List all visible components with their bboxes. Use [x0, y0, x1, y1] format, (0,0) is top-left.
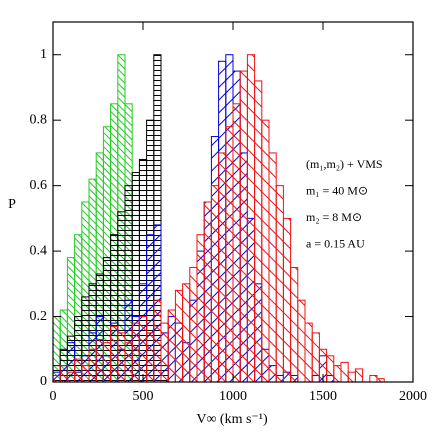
y-tick-label: 0.8	[30, 112, 48, 127]
histogram-bar	[275, 185, 284, 383]
histogram-bar	[81, 365, 90, 383]
y-tick-label: 0.4	[30, 243, 48, 258]
histogram-bar	[182, 283, 191, 383]
histogram-bar	[189, 266, 198, 383]
histogram-bar	[210, 185, 220, 383]
histogram-bar	[347, 371, 356, 383]
histogram-bar	[52, 374, 61, 383]
annotation: (m₁,m₂) + VMS	[306, 157, 383, 171]
histogram-bar	[117, 332, 126, 383]
x-axis-label: V∞ (km s⁻¹)	[196, 412, 268, 427]
histogram-bar	[333, 365, 342, 383]
histogram-bar	[326, 355, 335, 383]
histogram-bar	[138, 316, 148, 383]
histogram-bar	[153, 299, 162, 383]
histogram-bar	[354, 368, 364, 383]
histogram-bar	[297, 299, 306, 383]
histogram-bar	[232, 103, 241, 383]
histogram-bar	[110, 325, 119, 383]
histogram-bar	[268, 152, 277, 383]
histogram-bar	[290, 266, 299, 383]
histogram-bar	[282, 217, 292, 383]
annotation: m₁ = 40 M⊙	[306, 183, 368, 197]
histogram-bar	[95, 338, 104, 383]
y-tick-label: 1	[40, 47, 47, 62]
histogram-bar	[88, 348, 97, 383]
histogram-bar	[160, 322, 169, 383]
histogram-bar	[225, 126, 234, 383]
histogram-bar	[218, 152, 227, 383]
histogram-bar	[304, 322, 313, 383]
histogram-bar	[340, 361, 349, 383]
histogram-bar	[167, 309, 176, 383]
y-tick-label: 0.6	[30, 178, 48, 193]
histogram-bar	[74, 358, 83, 383]
y-axis-label: P	[8, 197, 16, 212]
histogram-bar	[246, 54, 256, 383]
histogram-bar	[174, 289, 184, 383]
histogram-bar	[254, 80, 263, 383]
x-tick-label: 2000	[399, 389, 427, 404]
histogram-bar	[102, 342, 112, 383]
x-tick-label: 1000	[219, 389, 247, 404]
histogram-bar	[146, 332, 155, 383]
y-tick-label: 0	[40, 374, 47, 389]
annotation: m₂ = 8 M⊙	[306, 210, 362, 224]
histogram-bar	[369, 374, 378, 383]
annotation: a = 0.15 AU	[306, 236, 365, 250]
x-tick-label: 1500	[309, 389, 337, 404]
x-tick-label: 500	[133, 389, 154, 404]
histogram-bar	[203, 201, 212, 383]
histogram-bar	[66, 371, 76, 383]
histogram-bar	[124, 342, 133, 383]
histogram-bar	[311, 332, 320, 383]
histogram-bar	[261, 119, 270, 383]
histogram-bar	[196, 234, 205, 383]
x-tick-label: 0	[50, 389, 57, 404]
histogram-bar	[131, 322, 140, 383]
histogram-bar	[59, 365, 68, 383]
y-tick-label: 0.2	[30, 309, 48, 324]
histogram-bar	[239, 70, 248, 383]
